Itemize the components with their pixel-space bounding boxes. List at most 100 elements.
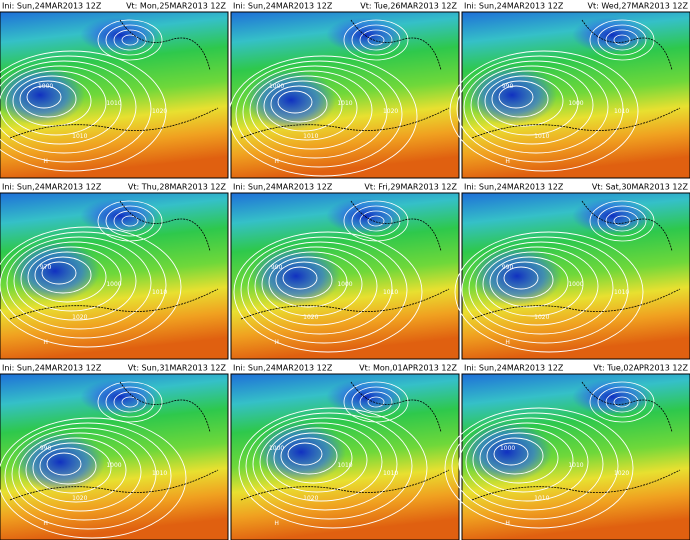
isobar (597, 386, 647, 418)
valid-time: Vt: Tue,26MAR2013 12Z (360, 2, 457, 11)
isobar-label: 1000 (106, 281, 121, 288)
isobar (468, 241, 614, 335)
low-area (246, 70, 336, 130)
isobar (105, 24, 155, 56)
isobar (367, 34, 385, 46)
header-bg (462, 362, 690, 374)
isobar (282, 266, 318, 290)
coastline (471, 200, 681, 320)
isobar (613, 215, 631, 227)
isobar (97, 381, 163, 423)
isobar (0, 231, 167, 339)
isobar (0, 417, 187, 539)
isobar (0, 55, 152, 163)
low-area (251, 246, 341, 306)
isobar-label: 1020 (303, 314, 318, 321)
isobar (121, 34, 139, 46)
low-area (467, 65, 557, 125)
isobar (259, 422, 383, 502)
isobar (461, 236, 629, 344)
init-time: Ini: Sun,24MAR2013 12Z (233, 364, 333, 373)
isobar (367, 396, 385, 408)
isobar-label: 990 (502, 264, 514, 271)
header-bg (231, 0, 459, 12)
isobar (11, 427, 157, 521)
isobar (97, 200, 163, 242)
low-area (256, 422, 346, 482)
isobar (46, 452, 82, 476)
map-panel: Ini: Sun,24MAR2013 12Z Vt: Tue,02APR2013 … (444, 362, 690, 540)
header-bg (0, 0, 228, 12)
isobar-label: H (43, 339, 48, 346)
isobar (491, 80, 549, 118)
valid-time: Vt: Sun,31MAR2013 12Z (128, 364, 227, 373)
isobar (266, 427, 368, 493)
valid-time: Vt: Sat,30MAR2013 12Z (592, 183, 689, 192)
isobar-label: 1020 (534, 314, 549, 321)
isobar (240, 236, 408, 344)
isobar-label: 1010 (534, 133, 549, 140)
isobar-label: 1010 (152, 289, 167, 296)
isobar (613, 396, 631, 408)
coastline (9, 381, 219, 501)
valid-time: Vt: Mon,01APR2013 12Z (359, 364, 457, 373)
isobar (252, 417, 398, 511)
map-panel: Ini: Sun,24MAR2013 12Z Vt: Mon,25MAR2013 … (0, 0, 229, 179)
isobar-label: 1020 (614, 470, 629, 477)
isobar (121, 396, 139, 408)
isobar-label: 1010 (72, 133, 87, 140)
isobar (19, 80, 77, 118)
isobar (605, 29, 639, 51)
isobar-label: 1010 (568, 462, 583, 469)
isobar (228, 55, 418, 177)
isobar (242, 65, 388, 159)
isobar (498, 85, 534, 109)
isobar (343, 200, 409, 242)
isobar (470, 65, 594, 145)
isobar (486, 437, 544, 475)
valid-time: Vt: Wed,27MAR2013 12Z (587, 2, 688, 11)
isobar (449, 50, 639, 172)
isobar (113, 391, 147, 413)
isobar-label: H (43, 520, 48, 527)
isobar (484, 75, 564, 127)
isobar (359, 29, 393, 51)
map-panel: Ini: Sun,24MAR2013 12Z Vt: Fri,29MAR2013 … (230, 181, 460, 360)
isobar (496, 261, 554, 299)
isobar-label: 1010 (303, 133, 318, 140)
isobar (20, 246, 122, 312)
isobar (18, 432, 142, 512)
isobar-label: 1010 (534, 495, 549, 502)
map-panel: Ini: Sun,24MAR2013 12Z Vt: Mon,01APR2013 … (230, 362, 460, 540)
low-area (10, 241, 100, 301)
isobar (273, 432, 353, 484)
isobar (359, 391, 393, 413)
isobar-label: H (505, 339, 510, 346)
isobar (0, 50, 167, 172)
isobar (32, 442, 112, 494)
init-time: Ini: Sun,24MAR2013 12Z (233, 2, 333, 11)
map-panel: Ini: Sun,24MAR2013 12Z Vt: Wed,27MAR2013 … (449, 0, 690, 179)
isobar (275, 261, 333, 299)
isobar (249, 70, 373, 150)
isobar (39, 447, 97, 485)
isobar (280, 437, 338, 475)
isobar (277, 90, 313, 114)
isobar-label: 1010 (152, 470, 167, 477)
init-time: Ini: Sun,24MAR2013 12Z (2, 2, 102, 11)
init-time: Ini: Sun,24MAR2013 12Z (464, 364, 564, 373)
isobar-label: 1010 (337, 462, 352, 469)
isobar (343, 381, 409, 423)
isobar (613, 34, 631, 46)
isobar (287, 442, 323, 466)
isobar (256, 75, 358, 141)
isobar (26, 85, 62, 109)
isobar-label: H (274, 158, 279, 165)
map-panel: Ini: Sun,24MAR2013 12Z Vt: Sat,30MAR2013 … (454, 181, 690, 360)
isobar (113, 210, 147, 232)
header-bg (462, 181, 690, 193)
low-area (472, 246, 562, 306)
coastline (240, 200, 450, 320)
isobar (247, 241, 393, 335)
isobar (456, 55, 624, 163)
